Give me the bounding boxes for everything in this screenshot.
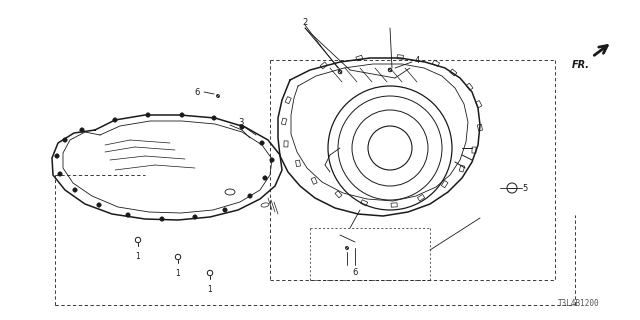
Circle shape xyxy=(97,203,101,207)
Text: 6: 6 xyxy=(195,87,200,97)
Text: T3L4B1200: T3L4B1200 xyxy=(558,299,600,308)
Circle shape xyxy=(146,113,150,117)
Circle shape xyxy=(126,213,130,217)
Circle shape xyxy=(80,128,84,132)
Text: FR.: FR. xyxy=(572,60,590,70)
Circle shape xyxy=(263,176,268,180)
Text: 5: 5 xyxy=(522,183,527,193)
Text: 1: 1 xyxy=(207,285,212,294)
Circle shape xyxy=(58,172,62,176)
Circle shape xyxy=(223,208,227,212)
Circle shape xyxy=(180,113,184,117)
Text: 2: 2 xyxy=(302,18,308,27)
Text: 1: 1 xyxy=(136,252,140,261)
Circle shape xyxy=(113,118,117,122)
Circle shape xyxy=(160,217,164,221)
Text: 4: 4 xyxy=(415,55,420,65)
Text: 3: 3 xyxy=(238,117,243,126)
Circle shape xyxy=(270,158,274,162)
Circle shape xyxy=(248,194,252,198)
Text: 6: 6 xyxy=(352,268,358,277)
Circle shape xyxy=(212,116,216,120)
Circle shape xyxy=(240,125,244,129)
Circle shape xyxy=(55,154,60,158)
Circle shape xyxy=(73,188,77,192)
Circle shape xyxy=(260,141,264,145)
Circle shape xyxy=(193,215,197,219)
Text: 1: 1 xyxy=(175,269,180,278)
Circle shape xyxy=(63,138,67,142)
